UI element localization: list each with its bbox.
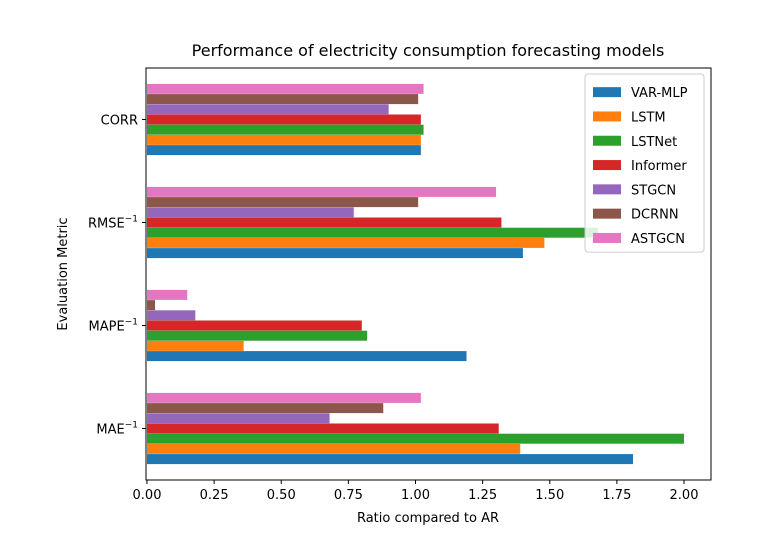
x-tick-label: 1.00	[401, 488, 430, 503]
x-tick-label: 1.75	[602, 488, 631, 503]
bar-var-mlp-mae	[147, 454, 633, 465]
bar-informer-corr	[147, 114, 421, 125]
bar-informer-mape	[147, 320, 362, 331]
bars-group	[147, 83, 684, 465]
legend-label-dcrnn: DCRNN	[631, 208, 679, 223]
legend-swatch-var-mlp	[593, 87, 621, 98]
bar-stgcn-mae	[147, 413, 330, 424]
y-tick-label: MAE−1	[96, 421, 138, 438]
legend-label-astgcn: ASTGCN	[631, 232, 685, 247]
bar-dcrnn-mape	[147, 300, 156, 311]
bar-lstm-mae	[147, 443, 521, 454]
bar-dcrnn-corr	[147, 94, 419, 105]
bar-var-mlp-corr	[147, 145, 421, 156]
legend-label-informer: Informer	[631, 159, 687, 174]
bar-astgcn-corr	[147, 83, 424, 94]
legend-swatch-lstnet	[593, 135, 621, 146]
bar-dcrnn-rmse	[147, 197, 419, 208]
bar-dcrnn-mae	[147, 403, 384, 414]
legend-label-stgcn: STGCN	[631, 183, 676, 198]
x-tick-label: 2.00	[670, 488, 699, 503]
plot-frame	[145, 67, 712, 481]
x-tick-label: 1.50	[535, 488, 564, 503]
legend-swatch-informer	[593, 160, 621, 171]
bar-lstm-mape	[147, 340, 244, 351]
legend-label-var-mlp: VAR-MLP	[631, 86, 688, 101]
bar-lstnet-rmse	[147, 227, 599, 238]
bar-lstnet-mae	[147, 433, 684, 444]
bar-stgcn-mape	[147, 310, 196, 321]
y-tick-label: MAPE−1	[89, 318, 138, 335]
bar-var-mlp-rmse	[147, 248, 523, 259]
legend-swatch-astgcn	[593, 232, 621, 243]
x-tick-label: 1.25	[468, 488, 497, 503]
bar-lstnet-corr	[147, 124, 424, 135]
legend-swatch-stgcn	[593, 184, 621, 195]
y-tick-label: CORR	[101, 114, 138, 129]
bar-informer-rmse	[147, 217, 502, 228]
legend-swatch-dcrnn	[593, 208, 621, 219]
y-tick-label: RMSE−1	[88, 215, 138, 232]
x-tick-label: 0.25	[200, 488, 229, 503]
bar-astgcn-mae	[147, 392, 421, 403]
bar-astgcn-mape	[147, 289, 188, 300]
y-axis: MAE−1 MAPE−1 RMSE−1 CORR	[88, 114, 146, 438]
bar-lstm-corr	[147, 134, 421, 145]
x-axis-label: Ratio compared to AR	[357, 511, 499, 526]
bar-stgcn-rmse	[147, 207, 354, 218]
bar-var-mlp-mape	[147, 351, 467, 362]
chart-title: Performance of electricity consumption f…	[192, 41, 665, 60]
legend-label-lstnet: LSTNet	[631, 135, 677, 150]
bar-informer-mae	[147, 423, 499, 434]
x-tick-label: 0.50	[267, 488, 296, 503]
bar-lstnet-mape	[147, 330, 368, 341]
legend-swatch-lstm	[593, 111, 621, 122]
x-axis: 0.00 0.25 0.50 0.75 1.00 1.25 1.50 1.75 2.00	[133, 480, 699, 503]
legend-label-lstm: LSTM	[631, 110, 666, 125]
bar-stgcn-corr	[147, 104, 389, 115]
bar-lstm-rmse	[147, 237, 545, 248]
legend: VAR-MLP LSTM LSTNet Informer STGCN DCRNN ASTGC…	[584, 73, 705, 253]
x-tick-label: 0.00	[133, 488, 162, 503]
y-axis-label: Evaluation Metric	[56, 217, 71, 330]
x-tick-label: 0.75	[334, 488, 363, 503]
bar-astgcn-rmse	[147, 186, 497, 197]
